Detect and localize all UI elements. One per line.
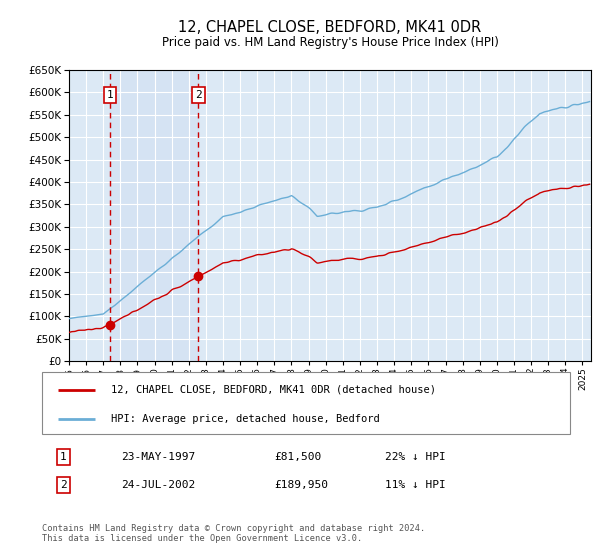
Text: 24-JUL-2002: 24-JUL-2002 [121,480,196,490]
Text: 2: 2 [195,90,202,100]
Text: 22% ↓ HPI: 22% ↓ HPI [385,452,446,462]
Text: £189,950: £189,950 [274,480,328,490]
Text: £81,500: £81,500 [274,452,322,462]
Text: 1: 1 [60,452,67,462]
Text: 12, CHAPEL CLOSE, BEDFORD, MK41 0DR: 12, CHAPEL CLOSE, BEDFORD, MK41 0DR [178,20,482,35]
Text: Contains HM Land Registry data © Crown copyright and database right 2024.
This d: Contains HM Land Registry data © Crown c… [42,524,425,543]
Text: 12, CHAPEL CLOSE, BEDFORD, MK41 0DR (detached house): 12, CHAPEL CLOSE, BEDFORD, MK41 0DR (det… [110,385,436,395]
Text: 2: 2 [60,480,67,490]
Text: 11% ↓ HPI: 11% ↓ HPI [385,480,446,490]
FancyBboxPatch shape [42,372,570,434]
Text: HPI: Average price, detached house, Bedford: HPI: Average price, detached house, Bedf… [110,414,379,423]
Text: 1: 1 [107,90,113,100]
Bar [110,70,199,361]
Text: 23-MAY-1997: 23-MAY-1997 [121,452,196,462]
Text: Price paid vs. HM Land Registry's House Price Index (HPI): Price paid vs. HM Land Registry's House … [161,36,499,49]
